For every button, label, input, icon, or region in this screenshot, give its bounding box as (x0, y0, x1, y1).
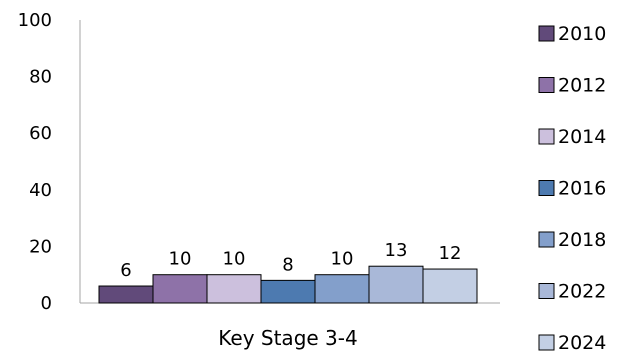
legend-label-2022: 2022 (558, 281, 606, 303)
data-labels-group: 6 10 10 8 10 13 12 (120, 240, 461, 281)
y-tick-label: 0 (41, 293, 52, 314)
bar-2022 (368, 265, 424, 304)
legend-swatch-2022 (538, 283, 555, 299)
bar-2012 (152, 274, 208, 304)
y-tick-label: 80 (29, 67, 52, 88)
legend-label-2012: 2012 (558, 75, 606, 97)
bar-2018 (314, 274, 370, 304)
data-label-2022: 13 (385, 240, 408, 261)
bar-2016 (260, 279, 316, 304)
bar-2010 (98, 285, 154, 304)
legend-swatch-2018 (538, 231, 555, 248)
y-tick-label: 40 (29, 180, 52, 201)
bar-2024 (422, 268, 478, 304)
y-tick-label: 20 (29, 236, 52, 257)
data-label-2016: 8 (282, 254, 293, 275)
legend-swatch-2016 (538, 180, 555, 196)
bar-2014 (206, 274, 262, 304)
data-label-2014: 10 (223, 249, 246, 270)
legend-swatch-2010 (538, 25, 555, 42)
legend-label-2014: 2014 (558, 126, 606, 148)
legend-label-2010: 2010 (558, 23, 606, 45)
bars-group (98, 265, 478, 304)
legend: 2010 2012 2014 2016 2018 2022 2024 (538, 23, 606, 354)
legend-swatch-2014 (538, 128, 555, 145)
legend-label-2018: 2018 (558, 229, 606, 251)
y-tick-label: 60 (29, 123, 52, 144)
y-tick-label: 100 (18, 10, 52, 31)
y-axis-ticks: 0 20 40 60 80 100 (18, 10, 52, 314)
data-label-2018: 10 (331, 249, 354, 270)
legend-label-2024: 2024 (558, 332, 606, 354)
data-label-2010: 6 (120, 260, 131, 281)
legend-label-2016: 2016 (558, 178, 606, 200)
legend-swatch-2012 (538, 77, 555, 93)
data-label-2012: 10 (169, 249, 192, 270)
data-label-2024: 12 (439, 243, 462, 264)
x-category-label: Key Stage 3-4 (218, 326, 357, 350)
legend-swatch-2024 (538, 334, 555, 351)
